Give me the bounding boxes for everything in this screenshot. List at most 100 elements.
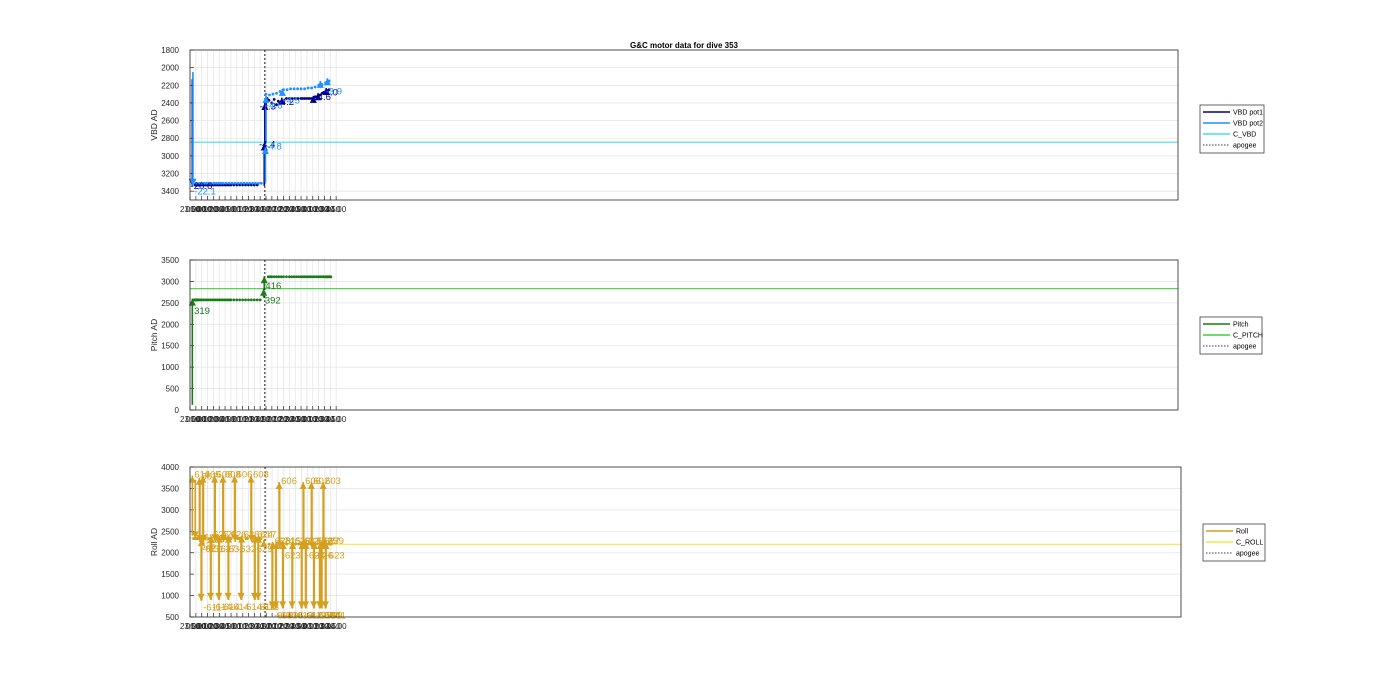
data-point bbox=[245, 181, 249, 185]
x-tick-label: 01:00 bbox=[221, 205, 242, 214]
move-arrow-head bbox=[289, 542, 297, 549]
plot-area bbox=[190, 467, 1181, 617]
y-tick-label: 2500 bbox=[161, 299, 179, 308]
data-point bbox=[244, 298, 247, 302]
data-point bbox=[200, 181, 204, 185]
x-tick-label: 02:10 bbox=[262, 205, 283, 214]
data-point bbox=[204, 181, 208, 185]
y-tick-label: 500 bbox=[166, 613, 180, 622]
x-tick-label: 01:40 bbox=[244, 622, 265, 631]
data-point bbox=[289, 87, 292, 91]
panel-3: 23:5000:0000:1000:2000:3000:4000:5001:00… bbox=[149, 463, 1266, 631]
arrow-value-label: 608 bbox=[217, 470, 233, 481]
x-tick-label: 02:20 bbox=[268, 622, 289, 631]
data-point bbox=[232, 298, 236, 302]
y-tick-label: 3500 bbox=[161, 256, 179, 265]
arrow-value-label: 624 bbox=[278, 536, 294, 547]
data-point bbox=[252, 298, 256, 302]
y-tick-label: 2600 bbox=[161, 117, 179, 126]
x-tick-label: 00:30 bbox=[203, 415, 224, 424]
x-tick-label: 02:00 bbox=[256, 415, 277, 424]
arrow-value-label: -631 bbox=[205, 544, 224, 555]
annotation-label: -3.9 bbox=[326, 87, 342, 98]
data-point bbox=[293, 97, 297, 100]
data-point bbox=[282, 275, 285, 279]
move-arrow-head bbox=[309, 95, 317, 103]
data-point bbox=[267, 542, 271, 546]
annotation-label: -4.4 bbox=[259, 140, 275, 151]
y-tick-label: 3500 bbox=[161, 484, 179, 493]
arrow-value-label: -623 bbox=[282, 550, 301, 561]
y-axis-label: Roll AD bbox=[149, 528, 159, 556]
data-point bbox=[235, 298, 239, 302]
x-tick-label: 01:20 bbox=[233, 205, 254, 214]
x-tick-label: 00:40 bbox=[209, 622, 230, 631]
x-tick-label: 03:30 bbox=[309, 415, 330, 424]
x-tick-label: 03:10 bbox=[297, 622, 318, 631]
annotation-label: 319 bbox=[194, 306, 210, 317]
data-point bbox=[318, 93, 322, 97]
move-arrow-head bbox=[211, 475, 219, 483]
data-point bbox=[242, 181, 246, 185]
data-point bbox=[257, 181, 260, 185]
move-arrow-head bbox=[238, 535, 246, 543]
data-point bbox=[239, 181, 243, 185]
data-point bbox=[247, 298, 250, 302]
x-tick-label: 03:00 bbox=[291, 205, 312, 214]
data-point bbox=[279, 275, 283, 279]
data-point bbox=[270, 101, 274, 105]
x-tick-label: 03:30 bbox=[309, 205, 330, 214]
data-point bbox=[294, 542, 297, 546]
y-tick-label: 2000 bbox=[161, 320, 179, 329]
x-tick-label: 23:50 bbox=[180, 205, 201, 214]
data-point bbox=[329, 542, 333, 546]
move-arrow-head bbox=[215, 535, 223, 543]
arrow-value-label: -614 bbox=[243, 602, 262, 613]
x-tick-label: 02:40 bbox=[280, 622, 301, 631]
arrow-value-label: 603 bbox=[325, 476, 341, 487]
data-point bbox=[285, 542, 289, 546]
data-point bbox=[297, 275, 301, 279]
arrow-value-label: -614 bbox=[221, 602, 240, 613]
move-arrow-head bbox=[189, 178, 197, 186]
move-arrow-head bbox=[225, 535, 233, 543]
data-point bbox=[209, 181, 213, 185]
data-point bbox=[275, 275, 278, 279]
data-point bbox=[299, 87, 303, 91]
arrow-value-label: -612 bbox=[308, 610, 327, 621]
data-point bbox=[233, 181, 237, 185]
arrow-value-label: 608 bbox=[225, 470, 241, 481]
y-tick-label: 1000 bbox=[161, 592, 179, 601]
x-tick-label: 00:10 bbox=[192, 622, 213, 631]
arrow-value-label: -613 bbox=[260, 602, 279, 613]
y-tick-label: 3000 bbox=[161, 506, 179, 515]
arrow-value-label: 628 bbox=[308, 536, 324, 547]
x-tick-label: 02:00 bbox=[256, 205, 277, 214]
arrow-value-label: 606 bbox=[305, 476, 321, 487]
arrow-value-label: -596 bbox=[285, 610, 304, 621]
data-point bbox=[246, 537, 249, 540]
data-point bbox=[236, 181, 240, 185]
move-arrow-head bbox=[275, 482, 283, 489]
data-point bbox=[296, 87, 299, 91]
x-tick-label: 00:10 bbox=[192, 205, 213, 214]
x-tick-label: 03:20 bbox=[303, 415, 324, 424]
annotation-label: 392 bbox=[265, 295, 281, 306]
chart-title: G&C motor data for dive 353 bbox=[630, 41, 739, 50]
data-point bbox=[255, 298, 259, 302]
data-point bbox=[230, 181, 234, 185]
x-tick-label: 01:10 bbox=[227, 622, 248, 631]
y-tick-label: 3000 bbox=[161, 152, 179, 161]
x-tick-label: 00:10 bbox=[192, 415, 213, 424]
annotation-label: -4.0 bbox=[322, 87, 338, 98]
data-point bbox=[197, 181, 201, 185]
y-tick-label: 500 bbox=[166, 385, 180, 394]
x-tick-label: 02:10 bbox=[262, 415, 283, 424]
x-tick-label: 02:00 bbox=[256, 622, 277, 631]
annotation-label: -4.6 bbox=[315, 92, 331, 103]
x-tick-label: 03:40 bbox=[315, 622, 336, 631]
annotation-label: -4.2 bbox=[278, 97, 294, 108]
x-tick-label: 01:30 bbox=[238, 205, 259, 214]
data-point bbox=[310, 86, 313, 90]
